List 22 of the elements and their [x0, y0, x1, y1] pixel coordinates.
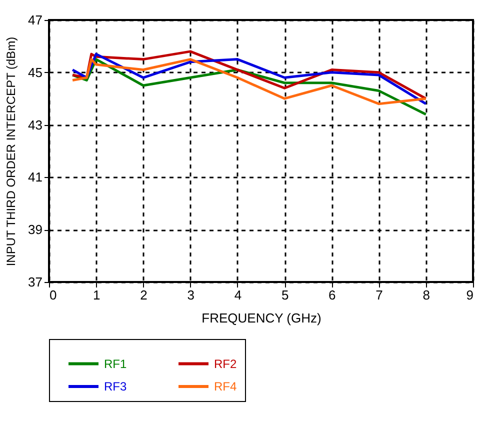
x-axis-title: FREQUENCY (GHz) — [202, 310, 322, 326]
x-tick-label: 6 — [328, 288, 336, 302]
y-axis-title: INPUT THIRD ORDER INTERCEPT (dBm) — [4, 36, 18, 266]
y-tick-label: 47 — [28, 12, 42, 28]
y-tick-label: 39 — [28, 222, 42, 238]
x-tick-label: 1 — [92, 288, 100, 302]
y-tick-label: 41 — [28, 170, 42, 185]
x-tick-label: 8 — [422, 288, 430, 302]
x-tick-label: 7 — [376, 288, 383, 302]
y-tick-label: 37 — [28, 274, 42, 290]
x-tick-label: 5 — [281, 288, 289, 302]
legend-label: RF1 — [104, 356, 127, 371]
y-tick-label: 45 — [28, 64, 42, 80]
legend-label: RF3 — [104, 380, 127, 394]
legend-label: RF2 — [214, 356, 237, 371]
x-tick-label: 0 — [50, 288, 57, 302]
y-tick-label: 43 — [28, 117, 42, 132]
x-tick-label: 2 — [140, 288, 148, 302]
legend-label: RF4 — [214, 380, 237, 394]
x-tick-label: 3 — [187, 288, 194, 302]
x-tick-label: 4 — [234, 288, 242, 302]
x-tick-label: 9 — [466, 288, 474, 302]
